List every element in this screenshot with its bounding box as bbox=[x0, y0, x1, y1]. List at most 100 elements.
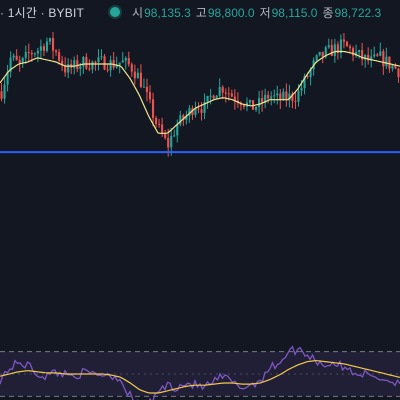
candle bbox=[97, 49, 100, 71]
candle bbox=[233, 89, 236, 110]
candle bbox=[118, 62, 121, 74]
candle bbox=[76, 54, 79, 73]
candle bbox=[261, 90, 264, 112]
candle bbox=[376, 52, 379, 57]
candle bbox=[230, 89, 233, 98]
candle bbox=[24, 45, 27, 64]
candle bbox=[3, 77, 6, 104]
candle bbox=[109, 55, 112, 77]
candle bbox=[318, 51, 321, 57]
candle bbox=[303, 73, 306, 95]
candle bbox=[342, 32, 345, 49]
candle bbox=[370, 49, 373, 68]
ohlc-close: 종 98,722.3 bbox=[322, 4, 381, 21]
candle bbox=[55, 49, 58, 56]
candle bbox=[124, 56, 127, 70]
candle bbox=[82, 55, 85, 74]
candle bbox=[148, 85, 152, 104]
ohlc-high: 고 98,800.0 bbox=[196, 4, 255, 21]
ohlc-open-value: 98,135.3 bbox=[144, 5, 191, 20]
candle bbox=[176, 119, 179, 143]
candle bbox=[373, 46, 376, 59]
candle bbox=[221, 85, 224, 99]
candle bbox=[91, 60, 94, 74]
candle bbox=[333, 38, 336, 63]
candle bbox=[61, 55, 64, 72]
candle bbox=[136, 68, 139, 79]
candle bbox=[273, 89, 276, 104]
candle bbox=[358, 49, 361, 59]
candle bbox=[164, 130, 167, 140]
candle bbox=[185, 110, 188, 125]
candle bbox=[21, 56, 24, 68]
candle bbox=[33, 52, 36, 57]
candle bbox=[397, 67, 400, 83]
candle bbox=[197, 102, 200, 114]
candle bbox=[48, 37, 52, 45]
candle bbox=[85, 53, 88, 70]
symbol-title[interactable]: · 1시간 · BYBIT bbox=[0, 5, 85, 20]
candle bbox=[191, 105, 194, 120]
candle bbox=[100, 49, 103, 60]
candle bbox=[73, 56, 76, 75]
candle bbox=[348, 44, 352, 54]
candle bbox=[42, 43, 45, 57]
candle bbox=[224, 88, 227, 103]
candle bbox=[255, 106, 258, 112]
candle bbox=[279, 89, 282, 110]
candle bbox=[158, 118, 161, 128]
candle bbox=[270, 91, 273, 106]
candle bbox=[288, 84, 291, 108]
candle bbox=[51, 32, 55, 60]
ohlc-open: 시 98,135.3 bbox=[132, 4, 191, 21]
candle bbox=[215, 95, 218, 99]
candle bbox=[282, 88, 285, 101]
candle bbox=[355, 44, 358, 58]
candle bbox=[36, 47, 39, 63]
candle bbox=[112, 51, 115, 70]
candle bbox=[258, 90, 261, 115]
candle bbox=[0, 82, 3, 102]
candle bbox=[27, 43, 30, 62]
candle bbox=[94, 60, 97, 71]
candle bbox=[379, 42, 382, 57]
candle bbox=[103, 54, 106, 71]
candle bbox=[364, 53, 367, 68]
candle bbox=[58, 48, 61, 65]
candle bbox=[64, 57, 67, 77]
candle bbox=[133, 64, 136, 85]
candle bbox=[45, 37, 49, 53]
candle bbox=[6, 64, 9, 92]
ohlc-low-value: 98,115.0 bbox=[271, 5, 318, 20]
candle bbox=[367, 47, 370, 65]
candle bbox=[345, 40, 349, 47]
candle bbox=[106, 63, 109, 73]
moving-average-line bbox=[0, 50, 400, 134]
ohlc-low: 저 98,115.0 bbox=[260, 4, 318, 21]
candle bbox=[115, 56, 118, 69]
candle bbox=[276, 85, 279, 105]
candle bbox=[294, 92, 297, 110]
oscillator-signal-line bbox=[0, 360, 400, 394]
candle bbox=[142, 78, 145, 88]
price-chart[interactable] bbox=[0, 0, 400, 195]
candle bbox=[361, 42, 364, 66]
ohlc-high-value: 98,800.0 bbox=[207, 5, 255, 20]
ohlc-low-label: 저 bbox=[259, 5, 271, 20]
candle bbox=[327, 38, 330, 49]
candle bbox=[173, 129, 176, 138]
ohlc-open-label: 시 bbox=[132, 5, 144, 20]
ohlc-close-label: 종 bbox=[322, 5, 334, 20]
ohlc-high-label: 고 bbox=[195, 5, 207, 20]
candle bbox=[121, 51, 124, 63]
candle bbox=[139, 64, 142, 89]
chart-header: · 1시간 · BYBIT 시 98,135.3 고 98,800.0 저 98… bbox=[0, 0, 400, 24]
candle bbox=[12, 53, 15, 62]
candle bbox=[218, 78, 221, 98]
market-status-icon bbox=[110, 7, 121, 17]
candle bbox=[394, 63, 397, 70]
candle bbox=[155, 115, 158, 128]
candle bbox=[336, 41, 339, 60]
